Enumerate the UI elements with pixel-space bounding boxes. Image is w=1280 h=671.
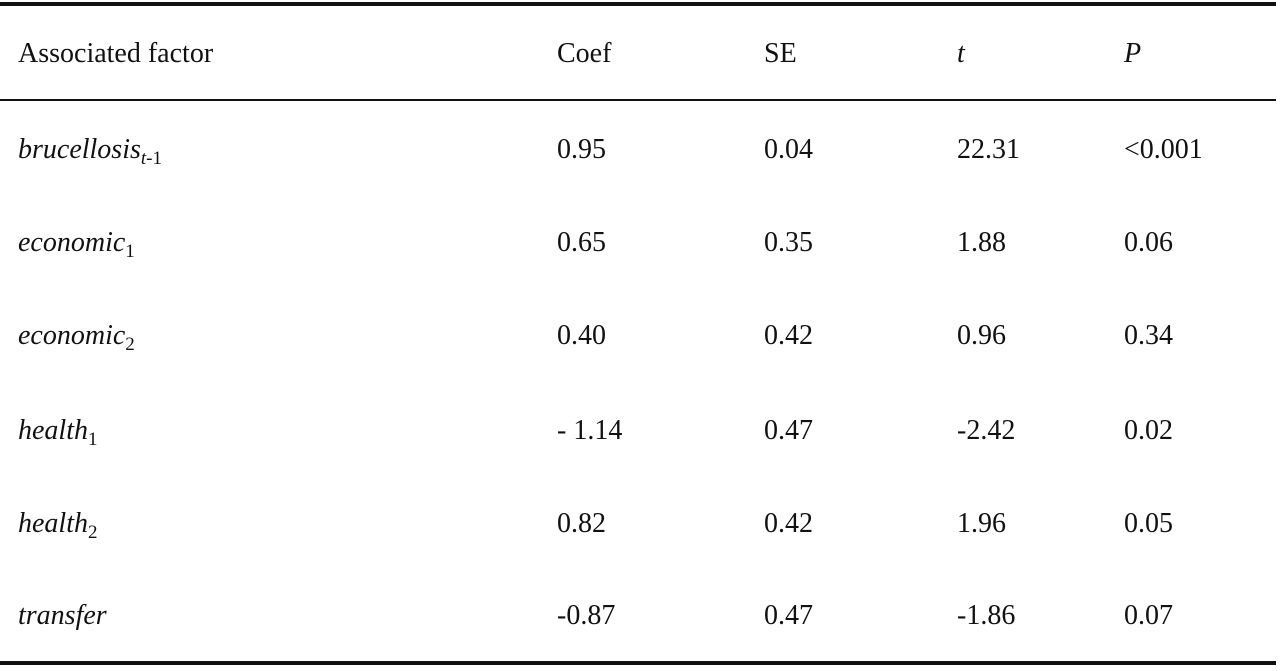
factor-subscript: 1 [88, 429, 98, 450]
factor-label: brucellosis [18, 134, 141, 165]
factor-name: transfer [18, 599, 107, 633]
factor-label: economic [18, 320, 126, 351]
t-value: 1.96 [957, 508, 1006, 539]
factor-name: economic1 [18, 226, 135, 262]
factor-name: brucellosist-1 [18, 133, 162, 169]
factor-name: health1 [18, 414, 98, 450]
coef-value: 0.40 [557, 320, 606, 351]
factor-label: health [18, 415, 88, 446]
coef-value: 0.65 [557, 227, 606, 258]
se-value: 0.04 [764, 134, 813, 165]
t-value: 0.96 [957, 320, 1006, 351]
se-value: 0.47 [764, 600, 813, 631]
p-value: 0.34 [1124, 320, 1173, 351]
factor-name: economic2 [18, 319, 135, 355]
header-rule [0, 99, 1276, 101]
coef-value: 0.82 [557, 508, 606, 539]
factor-name: health2 [18, 507, 98, 543]
header-p: P [1124, 38, 1142, 69]
factor-subscript: t-1 [140, 148, 162, 169]
factor-label: health [18, 508, 88, 539]
coef-value: - 1.14 [557, 415, 623, 446]
p-value: 0.05 [1124, 508, 1173, 539]
se-value: 0.35 [764, 227, 813, 258]
t-value: -1.86 [957, 600, 1016, 631]
se-value: 0.42 [764, 320, 813, 351]
header-se: SE [764, 38, 797, 69]
p-value: 0.07 [1124, 600, 1173, 631]
factor-subscript: 1 [125, 241, 135, 262]
se-value: 0.42 [764, 508, 813, 539]
p-value: 0.02 [1124, 415, 1173, 446]
coef-value: -0.87 [557, 600, 616, 631]
t-value: 1.88 [957, 227, 1006, 258]
factor-subscript: 2 [125, 334, 135, 355]
header-coef: Coef [557, 38, 612, 69]
se-value: 0.47 [764, 415, 813, 446]
bottom-rule [0, 661, 1276, 665]
coef-value: 0.95 [557, 134, 606, 165]
p-value: <0.001 [1124, 134, 1203, 165]
factor-subscript: 2 [88, 522, 98, 543]
header-t: t [957, 38, 965, 69]
p-value: 0.06 [1124, 227, 1173, 258]
t-value: 22.31 [957, 134, 1020, 165]
factor-label: economic [18, 227, 126, 258]
t-value: -2.42 [957, 415, 1016, 446]
header-factor: Associated factor [18, 38, 214, 69]
top-rule [0, 2, 1276, 6]
factor-label: transfer [18, 600, 107, 631]
